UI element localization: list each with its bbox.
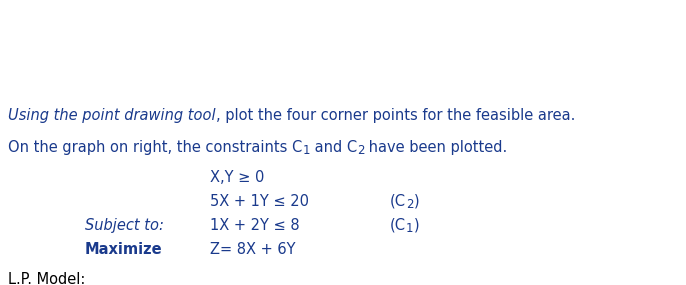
Text: 2: 2	[357, 144, 364, 157]
Text: Maximize: Maximize	[85, 242, 163, 257]
Text: 1: 1	[406, 222, 414, 235]
Text: (C: (C	[390, 194, 406, 209]
Text: ): )	[414, 218, 419, 233]
Text: have been plotted.: have been plotted.	[364, 140, 508, 155]
Text: ): )	[414, 194, 419, 209]
Text: X,Y ≥ 0: X,Y ≥ 0	[210, 170, 264, 185]
Text: 1X + 2Y ≤ 8: 1X + 2Y ≤ 8	[210, 218, 300, 233]
Text: 5X + 1Y ≤ 20: 5X + 1Y ≤ 20	[210, 194, 309, 209]
Text: Subject to:: Subject to:	[85, 218, 164, 233]
Text: On the graph on right, the constraints C: On the graph on right, the constraints C	[8, 140, 303, 155]
Text: 2: 2	[406, 198, 414, 211]
Text: Z= 8X + 6Y: Z= 8X + 6Y	[210, 242, 296, 257]
Text: (C: (C	[390, 218, 406, 233]
Text: Using the point drawing tool: Using the point drawing tool	[8, 108, 215, 123]
Text: 1: 1	[303, 144, 310, 157]
Text: and C: and C	[310, 140, 357, 155]
Text: , plot the four corner points for the feasible area.: , plot the four corner points for the fe…	[215, 108, 575, 123]
Text: L.P. Model:: L.P. Model:	[8, 272, 85, 285]
